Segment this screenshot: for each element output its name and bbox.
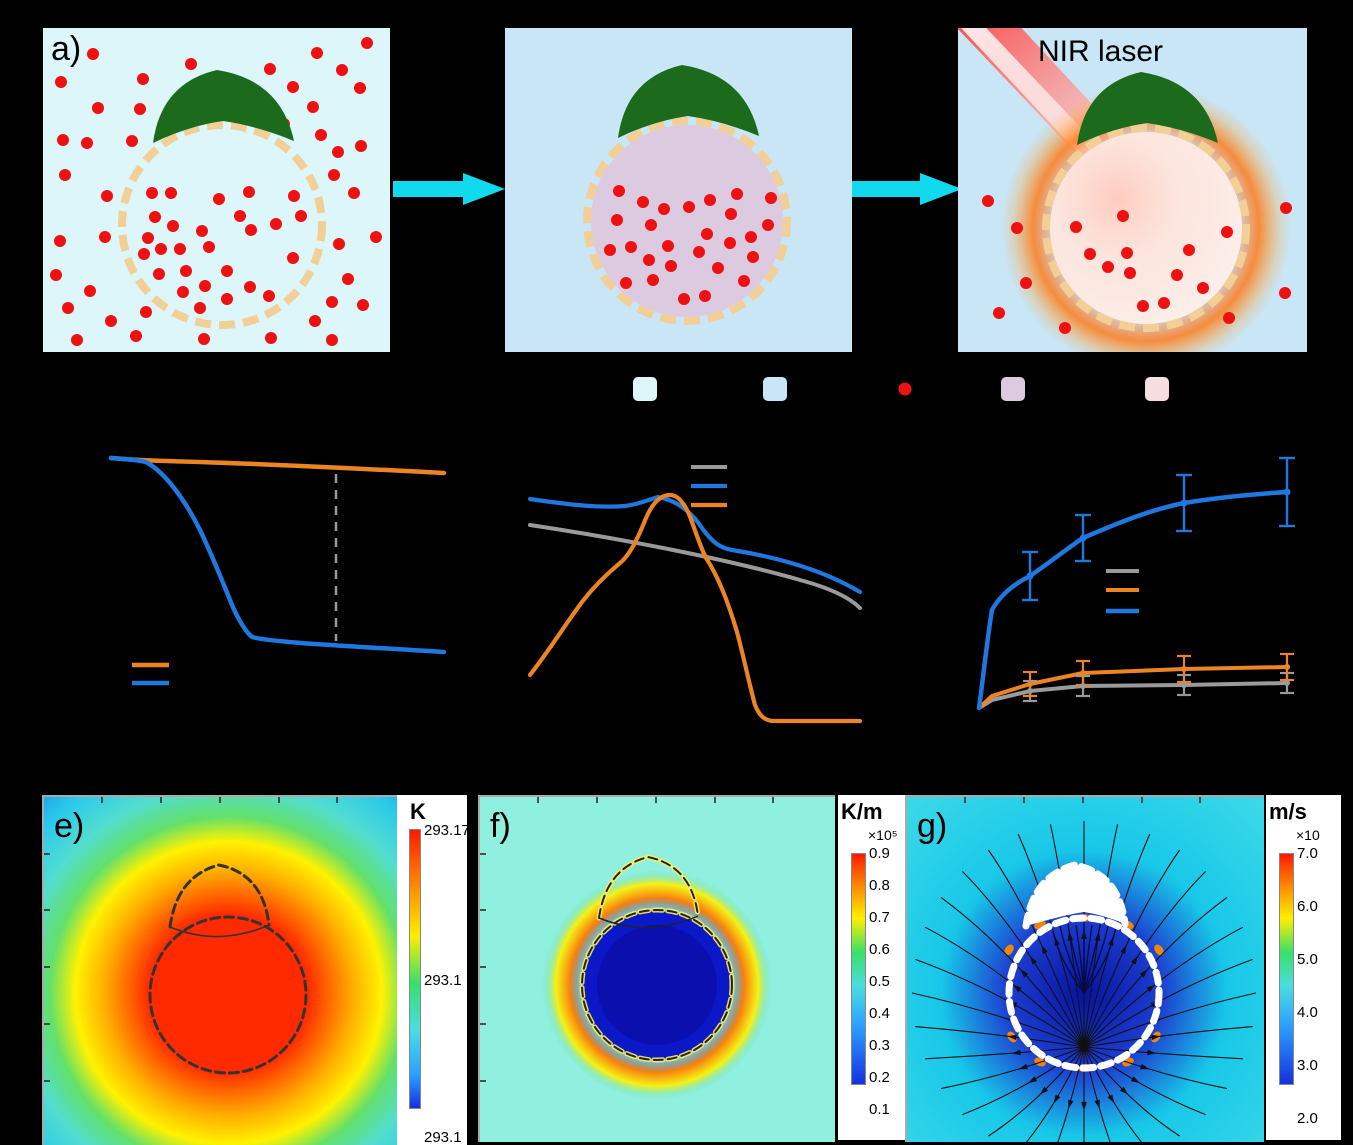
svg-text:e): e) — [54, 807, 84, 845]
svg-text:g): g) — [917, 807, 947, 845]
svg-text:f): f) — [490, 807, 511, 845]
